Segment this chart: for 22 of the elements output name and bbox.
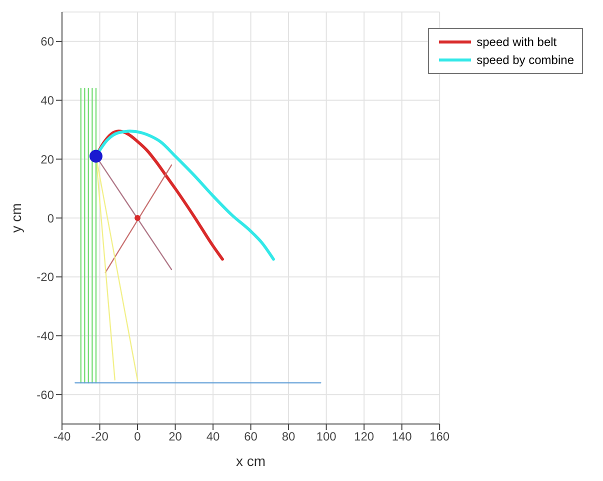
y-tick-label: 60 [40, 34, 54, 49]
y-tick-label: 0 [47, 211, 54, 226]
x-axis-title: x cm [236, 453, 266, 469]
x-tick-label: -20 [91, 430, 109, 444]
x-tick-label: 100 [316, 430, 337, 444]
y-tick-label: -60 [36, 388, 54, 402]
x-tick-label: 160 [430, 430, 450, 444]
x-tick-label: 80 [282, 430, 296, 444]
y-axis-title: y cm [8, 203, 24, 233]
legend-label: speed by combine [476, 52, 574, 69]
y-tick-label: 40 [40, 94, 54, 108]
y-tick-label: -20 [36, 270, 54, 284]
legend-label: speed with belt [476, 34, 557, 51]
x-tick-label: 140 [392, 430, 412, 444]
x-tick-label: 0 [134, 430, 142, 444]
y-tick-label: 20 [40, 152, 54, 166]
x-tick-label: -40 [53, 430, 71, 444]
y-tick-label: -40 [36, 328, 54, 343]
x-tick-label: 20 [168, 430, 182, 444]
x-tick-label: 40 [206, 430, 220, 444]
x-tick-label: 60 [244, 430, 258, 444]
x-tick-label: 120 [354, 430, 374, 444]
